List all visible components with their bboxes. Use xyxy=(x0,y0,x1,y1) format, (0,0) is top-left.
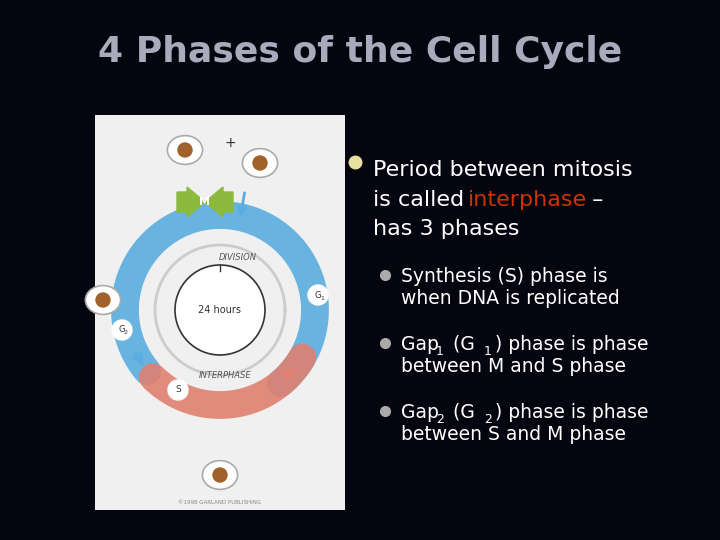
FancyArrow shape xyxy=(205,187,233,217)
Circle shape xyxy=(308,285,328,305)
FancyBboxPatch shape xyxy=(95,115,345,510)
FancyArrow shape xyxy=(177,187,205,217)
Circle shape xyxy=(168,380,188,400)
Text: 2: 2 xyxy=(484,413,492,426)
Text: between S and M phase: between S and M phase xyxy=(401,425,626,444)
Text: (G: (G xyxy=(447,403,475,422)
Ellipse shape xyxy=(86,286,121,314)
Circle shape xyxy=(96,293,110,307)
Text: Gap: Gap xyxy=(401,403,439,422)
Text: Period between mitosis: Period between mitosis xyxy=(373,160,633,180)
Text: 24 hours: 24 hours xyxy=(199,305,241,315)
Ellipse shape xyxy=(167,136,202,164)
Ellipse shape xyxy=(243,148,278,178)
Circle shape xyxy=(175,265,265,355)
Text: is called: is called xyxy=(373,190,472,210)
Text: Synthesis (S) phase is: Synthesis (S) phase is xyxy=(401,267,608,286)
Text: DIVISION: DIVISION xyxy=(219,253,257,262)
Circle shape xyxy=(178,143,192,157)
Text: between M and S phase: between M and S phase xyxy=(401,357,626,376)
Text: ) phase is phase: ) phase is phase xyxy=(495,335,649,354)
Text: G: G xyxy=(119,326,125,334)
Text: 1: 1 xyxy=(484,345,492,358)
Text: 1: 1 xyxy=(436,345,444,358)
Text: 2: 2 xyxy=(436,413,444,426)
Text: –: – xyxy=(585,190,603,210)
Text: +: + xyxy=(224,136,236,150)
Text: S: S xyxy=(175,386,181,395)
Text: Gap: Gap xyxy=(401,335,439,354)
Text: interphase: interphase xyxy=(468,190,587,210)
Text: 2: 2 xyxy=(124,330,128,335)
Text: G: G xyxy=(315,291,321,300)
Circle shape xyxy=(253,156,267,170)
Text: 4 Phases of the Cell Cycle: 4 Phases of the Cell Cycle xyxy=(98,35,622,69)
Text: ) phase is phase: ) phase is phase xyxy=(495,403,649,422)
Text: has 3 phases: has 3 phases xyxy=(373,219,520,239)
Circle shape xyxy=(112,320,132,340)
Text: (G: (G xyxy=(447,335,475,354)
Text: 1: 1 xyxy=(320,295,324,300)
Ellipse shape xyxy=(202,461,238,489)
Text: INTERPHASE: INTERPHASE xyxy=(199,370,251,380)
Text: when DNA is replicated: when DNA is replicated xyxy=(401,289,620,308)
Circle shape xyxy=(213,468,227,482)
Text: M: M xyxy=(199,197,210,207)
Text: ©1998 GARLAND PUBLISHING: ©1998 GARLAND PUBLISHING xyxy=(179,500,261,504)
